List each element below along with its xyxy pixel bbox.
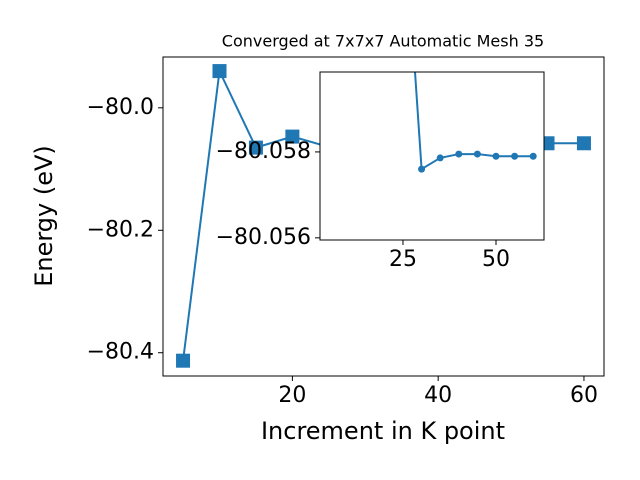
marker — [576, 136, 591, 151]
marker — [418, 165, 426, 173]
chart-title: Converged at 7x7x7 Automatic Mesh 35 — [222, 32, 544, 51]
x-tick-label: 50 — [482, 247, 510, 272]
y-tick-label: −80.058 — [216, 139, 311, 164]
marker — [176, 353, 191, 368]
x-axis-label: Increment in K point — [261, 417, 505, 445]
x-tick-label: 60 — [570, 383, 598, 408]
y-tick-label: −80.056 — [216, 225, 311, 250]
x-tick-label: 25 — [389, 247, 417, 272]
marker — [285, 129, 300, 144]
plot-group — [414, 72, 537, 173]
marker — [473, 150, 481, 158]
marker — [455, 150, 463, 158]
marker — [492, 152, 500, 160]
y-tick-label: −80.2 — [87, 217, 154, 242]
marker — [511, 152, 519, 160]
marker — [436, 154, 444, 162]
x-tick-label: 40 — [424, 383, 452, 408]
marker — [529, 152, 537, 160]
y-axis-label: Energy (eV) — [30, 145, 58, 287]
y-tick-label: −80.4 — [87, 340, 154, 365]
x-tick-label: 20 — [278, 383, 306, 408]
marker — [248, 140, 263, 155]
y-tick-label: −80.0 — [87, 95, 154, 120]
marker — [212, 64, 227, 79]
plot-frame — [162, 56, 605, 377]
plot-frame — [319, 71, 545, 241]
